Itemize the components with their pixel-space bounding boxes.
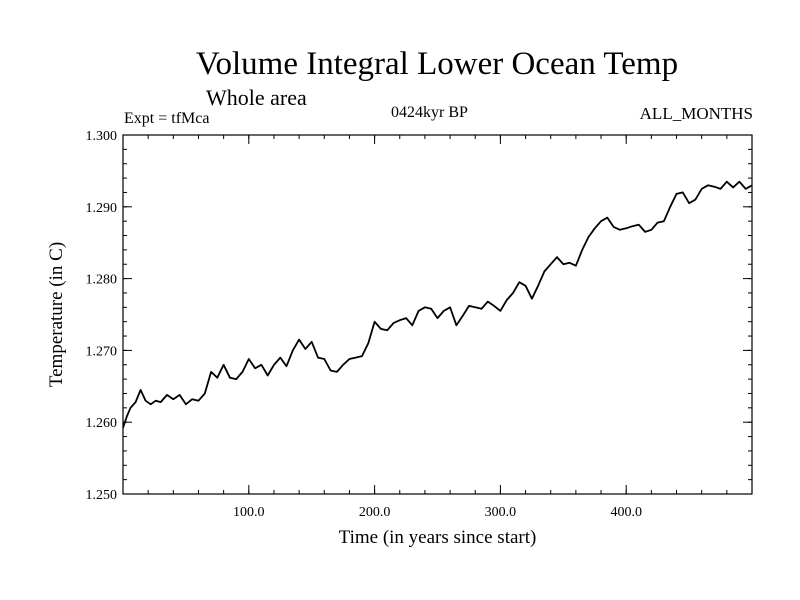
axis-ticks (122, 134, 753, 495)
y-tick-label: 1.300 (86, 129, 118, 144)
chart-title: Volume Integral Lower Ocean Temp (195, 46, 679, 82)
y-tick-label: 1.290 (86, 201, 118, 216)
months-label: ALL_MONTHS (639, 104, 753, 123)
y-tick-label: 1.270 (86, 344, 118, 359)
series-line-0 (122, 180, 753, 429)
series-lines (122, 180, 753, 429)
y-axis-label: Temperature (in C) (46, 242, 67, 387)
chart-subtitle: Whole area (206, 85, 307, 110)
x-tick-label: 200.0 (359, 505, 391, 520)
x-axis-label: Time (in years since start) (339, 527, 537, 548)
tick-labels: 1.250 1.260 1.270 1.280 1.290 1.300 100.0 200.0… (86, 129, 642, 520)
y-tick-label: 1.250 (86, 488, 118, 503)
period-label: 0424kyr BP (391, 104, 468, 121)
plot-frame (122, 134, 753, 495)
y-tick-label: 1.260 (86, 416, 118, 431)
x-tick-label: 400.0 (610, 505, 642, 520)
x-tick-label: 300.0 (485, 505, 517, 520)
x-tick-label: 100.0 (233, 505, 265, 520)
experiment-label: Expt = tfMca (124, 110, 210, 127)
y-tick-label: 1.280 (86, 273, 118, 288)
